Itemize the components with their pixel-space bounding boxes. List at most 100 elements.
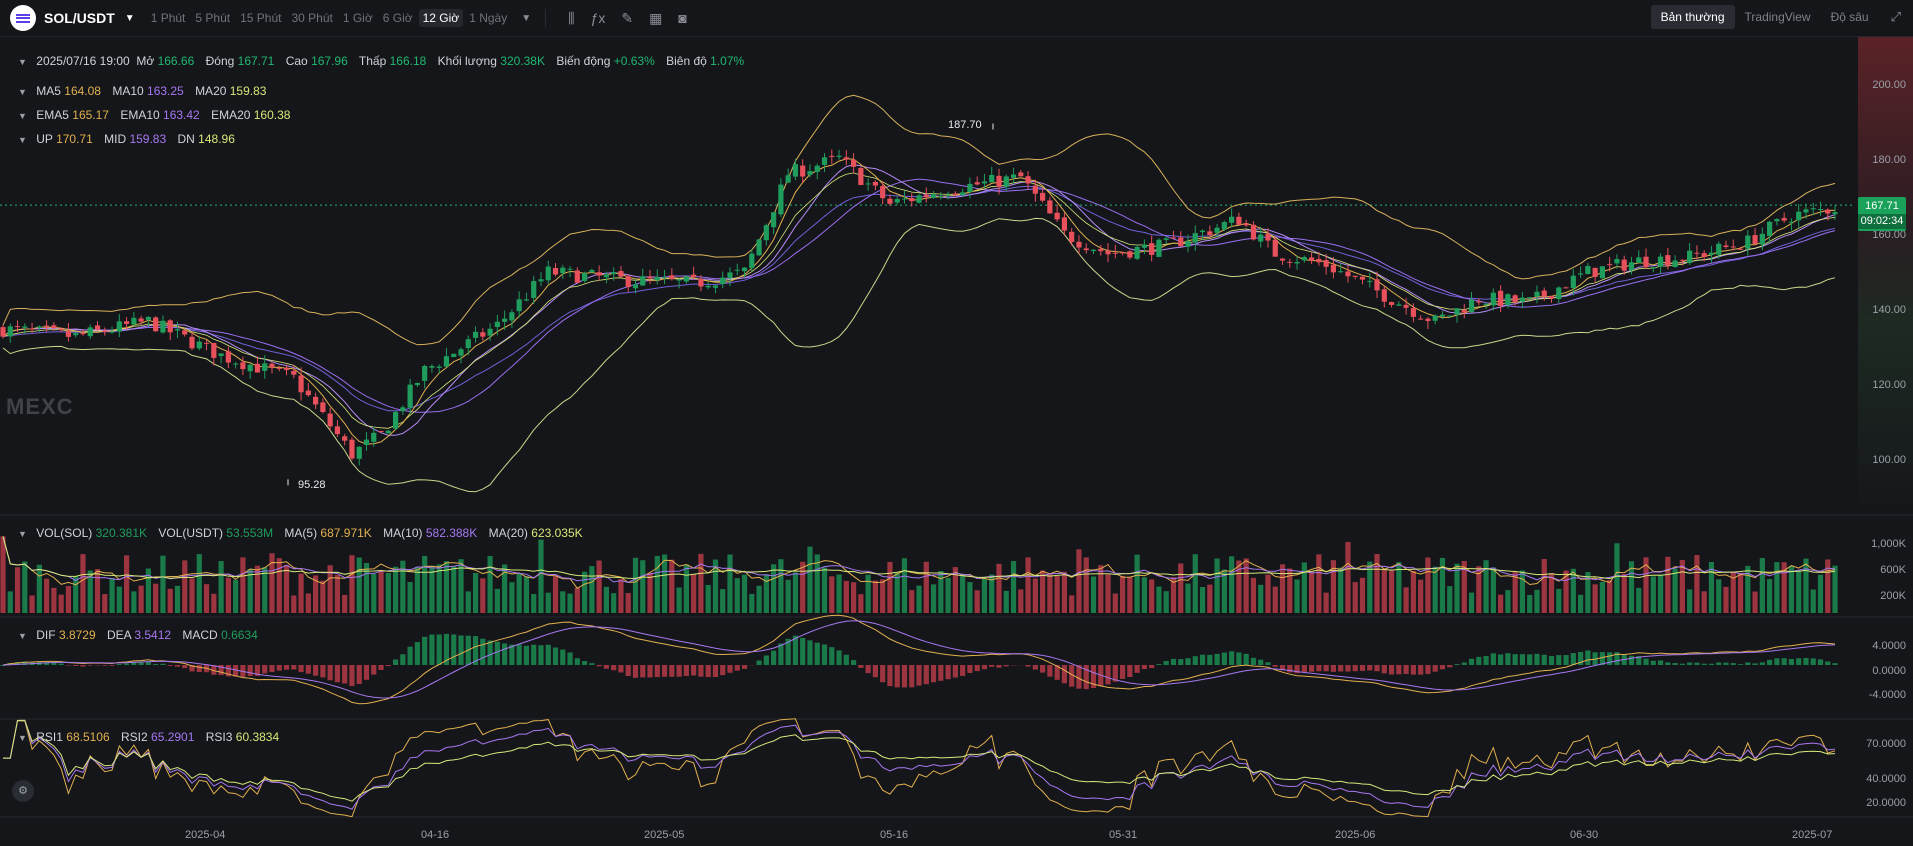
candle-body: [1163, 238, 1169, 240]
candle-body: [930, 194, 937, 198]
vol-tick: 200K: [1880, 590, 1906, 602]
macd-bar: [443, 633, 450, 665]
macd-bar: [661, 665, 668, 677]
candle-body: [560, 267, 566, 274]
candle-body: [872, 181, 878, 186]
volume-value: 320.38K: [500, 54, 545, 68]
candle-body: [1207, 231, 1213, 235]
tf-more-chevron-icon[interactable]: ▼: [521, 12, 532, 24]
tf-12h[interactable]: 12 Giờ: [418, 9, 464, 27]
candle-body: [443, 356, 450, 367]
candle-body: [1418, 318, 1424, 320]
sol-logo-icon: [10, 5, 36, 31]
macd-bar: [160, 663, 166, 665]
candle-body: [1643, 256, 1649, 268]
camera-icon[interactable]: ◙: [678, 10, 687, 26]
macd-bar: [167, 665, 173, 666]
volume-bar: [36, 564, 42, 613]
volume-bar: [80, 554, 86, 613]
candle-body: [1461, 310, 1467, 313]
volume-bar: [298, 573, 304, 613]
candle-body: [909, 198, 915, 202]
macd-bar: [487, 640, 493, 665]
macd-bar: [1185, 658, 1191, 665]
rsi-tick: 20.0000: [1866, 797, 1906, 809]
vol-ma5-line: [2, 536, 1836, 589]
fullscreen-icon[interactable]: ⤢: [1890, 9, 1901, 24]
rsi1-line: [3, 718, 1836, 818]
macd-bar: [247, 665, 253, 676]
tf-1h[interactable]: 1 Giờ: [342, 11, 373, 25]
tf-30m[interactable]: 30 Phút: [291, 11, 333, 25]
amplitude-label: Biên độ: [666, 54, 707, 68]
macd-bar: [603, 665, 610, 669]
candle-body: [1127, 251, 1133, 258]
pair-selector[interactable]: SOL/USDT: [44, 10, 115, 26]
collapse-chevron-icon[interactable]: ▼: [18, 111, 27, 121]
volume-bar: [1279, 564, 1286, 613]
collapse-chevron-icon[interactable]: ▼: [18, 631, 27, 641]
view-depth[interactable]: Độ sâu: [1830, 10, 1869, 24]
collapse-chevron-icon[interactable]: ▼: [18, 733, 27, 743]
ma20-value: 159.83: [229, 84, 267, 98]
tf-15m[interactable]: 15 Phút: [240, 11, 282, 25]
collapse-chevron-icon[interactable]: ▼: [18, 529, 27, 539]
candle-body: [1592, 267, 1598, 277]
chart-canvas[interactable]: [0, 37, 1913, 846]
macd-bar: [1527, 654, 1533, 665]
amplitude-value: 1.07%: [710, 54, 745, 68]
macd-bar: [734, 665, 740, 671]
dea-line: [2, 620, 1836, 699]
volume-bar: [1250, 577, 1257, 613]
macd-bar: [1229, 651, 1235, 665]
macd-bar: [283, 665, 290, 670]
collapse-chevron-icon[interactable]: ▼: [18, 135, 27, 145]
macd-bar: [422, 636, 428, 665]
price-scale-bg: [1858, 37, 1913, 515]
candle-body: [1170, 237, 1177, 239]
rsi1-value: 68.5106: [66, 730, 110, 744]
volume-bar: [400, 560, 406, 613]
volume-bar: [603, 586, 610, 613]
candle-body: [1294, 262, 1300, 264]
volume-bar: [1127, 576, 1133, 613]
chevron-down-icon[interactable]: ▼: [124, 12, 135, 24]
view-standard[interactable]: Bản thường: [1650, 5, 1735, 29]
volume-bar: [1301, 562, 1307, 613]
volume-bar: [109, 577, 115, 613]
macd-bar: [174, 665, 181, 667]
macd-bar: [1272, 665, 1278, 667]
macd-bar: [545, 644, 551, 665]
volume-bar: [785, 579, 791, 613]
candle-settings-icon[interactable]: ⫼: [568, 9, 575, 26]
candle-body: [1672, 260, 1678, 268]
volume-bar: [1447, 586, 1453, 613]
volume-bar: [1781, 562, 1787, 613]
macd-bar: [1636, 656, 1642, 665]
layout-grid-icon[interactable]: ▦: [649, 9, 663, 26]
high-label: Cao: [285, 54, 308, 68]
candle-body: [545, 266, 551, 281]
candle-body: [734, 269, 740, 271]
tf-5m[interactable]: 5 Phút: [195, 11, 231, 25]
candle-body: [938, 196, 944, 198]
volume-bar: [1352, 582, 1358, 613]
volume-bar: [1374, 553, 1380, 613]
tf-6h[interactable]: 6 Giờ: [382, 11, 413, 25]
draw-pencil-icon[interactable]: ✎: [621, 9, 634, 26]
candle-body: [363, 439, 370, 445]
candle-body: [705, 285, 711, 288]
collapse-chevron-icon[interactable]: ▼: [18, 87, 27, 97]
collapse-chevron-icon[interactable]: ▼: [18, 57, 27, 67]
price-tick: 120.00: [1872, 379, 1906, 391]
candle-body: [1090, 249, 1097, 252]
candle-body: [1403, 304, 1409, 308]
view-tradingview[interactable]: TradingView: [1744, 10, 1811, 24]
macd-bar: [1396, 665, 1402, 675]
chart-settings-icon[interactable]: ⚙: [12, 780, 34, 802]
tf-1m[interactable]: 1 Phút: [150, 11, 186, 25]
indicator-fx-icon[interactable]: ƒx: [590, 10, 606, 26]
macd-bar: [654, 665, 660, 678]
tf-1d[interactable]: 1 Ngày: [469, 11, 508, 25]
volume-bar: [1708, 561, 1715, 613]
